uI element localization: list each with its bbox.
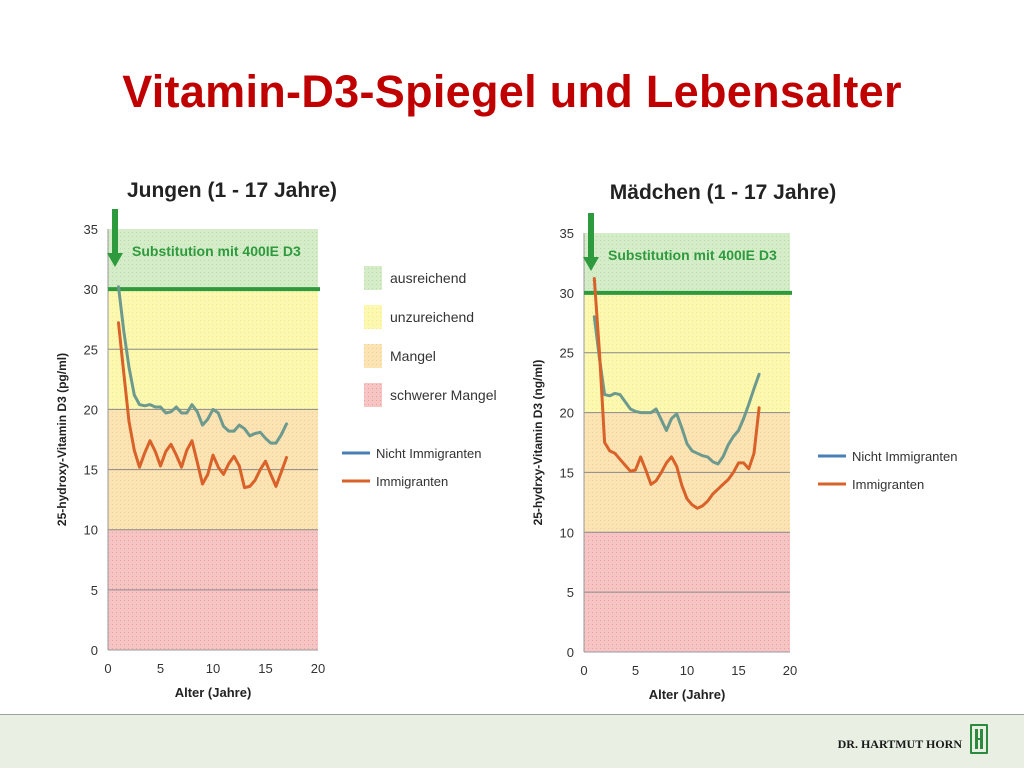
chart-maedchen: 0 5 10 15 20 25 30 35 0 5 10 15 20 Alter (Jahre) 25-hy… [531, 181, 957, 702]
x-tick-label: 10 [206, 661, 220, 676]
x-tick-label: 5 [157, 661, 164, 676]
y-axis-label: 25-hydrxy-Vitamin D3 (ng/ml) [531, 360, 545, 526]
legend-swatch [364, 344, 382, 368]
zone-band [584, 233, 790, 293]
slide-title: Vitamin-D3-Spiegel und Lebensalter [122, 66, 902, 117]
y-tick-label: 30 [560, 286, 574, 301]
x-tick-label: 10 [680, 663, 694, 678]
y-tick-label: 30 [84, 282, 98, 297]
arrow-down-icon [583, 257, 599, 271]
y-tick-label: 15 [84, 463, 98, 478]
legend-swatch [364, 266, 382, 290]
zone-band [108, 229, 318, 290]
legend-zone-label: schwerer Mangel [390, 387, 497, 403]
legend-series-label: Immigranten [376, 474, 448, 489]
y-tick-label: 20 [560, 406, 574, 421]
y-tick-label: 0 [567, 645, 574, 660]
arrow-down-icon [107, 253, 123, 267]
chart-jungen: 0 5 10 15 20 25 30 35 0 5 10 15 20 Alter (Jahre) 25-hy… [55, 179, 497, 700]
legend-series-label: Nicht Immigranten [852, 449, 957, 464]
y-tick-label: 15 [560, 465, 574, 480]
y-tick-label: 35 [84, 222, 98, 237]
chart-title: Jungen (1 - 17 Jahre) [127, 179, 337, 202]
chart-title: Mädchen (1 - 17 Jahre) [610, 181, 836, 204]
arrow-shaft [112, 209, 118, 255]
legend-zone-label: Mangel [390, 348, 436, 364]
y-tick-label: 25 [84, 342, 98, 357]
x-tick-label: 15 [731, 663, 745, 678]
x-tick-label: 20 [783, 663, 797, 678]
legend-swatch [364, 383, 382, 407]
x-tick-label: 20 [311, 661, 325, 676]
legend-series-label: Nicht Immigranten [376, 446, 481, 461]
x-axis-label: Alter (Jahre) [175, 685, 252, 700]
legend-zone-label: unzureichend [390, 309, 474, 325]
series-line-immigranten [592, 277, 761, 510]
series-line-nicht-immigranten [117, 285, 288, 445]
legend-series-label: Immigranten [852, 477, 924, 492]
y-tick-label: 25 [560, 346, 574, 361]
y-tick-label: 0 [91, 643, 98, 658]
y-axis-label: 25-hydroxy-Vitamin D3 (pg/ml) [55, 353, 69, 526]
substitution-annotation: Substitution mit 400IE D3 [132, 243, 301, 259]
x-tick-label: 5 [632, 663, 639, 678]
y-tick-label: 10 [560, 525, 574, 540]
arrow-shaft [588, 213, 594, 259]
charts-canvas: 0 5 10 15 20 25 30 35 0 5 10 15 20 Alter (Jahre) 25-hy… [55, 179, 957, 702]
x-tick-label: 0 [580, 663, 587, 678]
x-axis-label: Alter (Jahre) [649, 687, 726, 702]
footer-author: DR. HARTMUT HORN [837, 737, 962, 751]
legend-swatch [364, 305, 382, 329]
series-line-nicht-immigranten [592, 315, 761, 466]
y-tick-label: 5 [91, 583, 98, 598]
substitution-annotation: Substitution mit 400IE D3 [608, 247, 777, 263]
y-tick-label: 10 [84, 523, 98, 538]
y-tick-label: 5 [567, 585, 574, 600]
footer-bar: DR. HARTMUT HORN [0, 714, 1024, 768]
series-line-immigranten [117, 321, 288, 490]
x-tick-label: 0 [104, 661, 111, 676]
legend-zone-label: ausreichend [390, 270, 466, 286]
y-tick-label: 20 [84, 402, 98, 417]
x-tick-label: 15 [258, 661, 272, 676]
logo-icon [970, 724, 988, 754]
y-tick-label: 35 [560, 226, 574, 241]
